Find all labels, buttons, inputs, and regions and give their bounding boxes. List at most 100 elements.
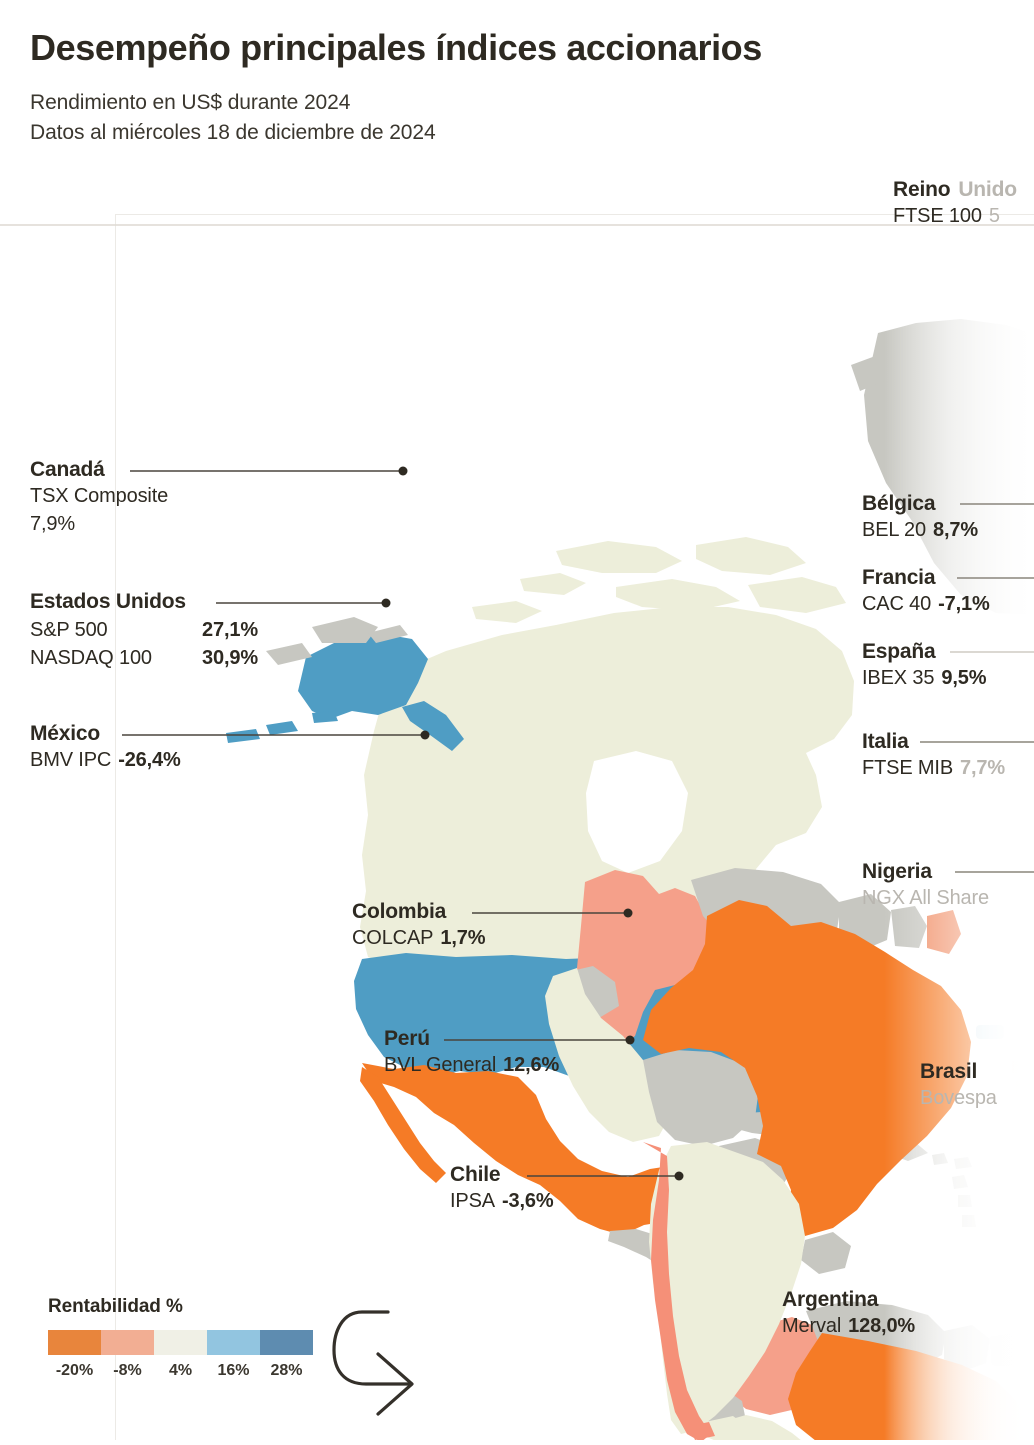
callout-peru-head: Perú bbox=[384, 1027, 559, 1051]
callout-italia-index: FTSE MIB bbox=[862, 757, 954, 779]
callout-estados-unidos[interactable]: Estados Unidos S&P 500 27,1% NASDAQ 100 … bbox=[30, 590, 258, 673]
callout-us-row-2: NASDAQ 100 30,9% bbox=[30, 644, 258, 672]
callout-mexico-index: BMV IPC bbox=[30, 749, 112, 771]
callout-chile-index: IPSA bbox=[450, 1190, 495, 1212]
callout-peru-index: BVL General bbox=[384, 1054, 497, 1076]
callout-mexico-value: -26,4% bbox=[118, 749, 181, 771]
callout-uk-index: FTSE 100 bbox=[893, 205, 982, 227]
callout-mexico[interactable]: México BMV IPC -26,4% bbox=[30, 722, 181, 774]
callout-italia-country: Italia bbox=[862, 730, 909, 753]
callout-brasil-country: Brasil bbox=[920, 1060, 978, 1083]
callout-argentina-row: Merval 128,0% bbox=[782, 1312, 915, 1340]
callout-argentina-value: 128,0% bbox=[848, 1315, 916, 1337]
callout-belgica-index: BEL 20 bbox=[862, 519, 926, 541]
callout-peru-country: Perú bbox=[384, 1027, 430, 1050]
callout-francia-country: Francia bbox=[862, 566, 936, 589]
region-alaska-panhandle[interactable] bbox=[402, 701, 464, 751]
callout-canada-head: Canadá bbox=[30, 458, 168, 482]
legend-swatches bbox=[48, 1330, 313, 1355]
callout-colombia[interactable]: Colombia COLCAP 1,7% bbox=[352, 900, 486, 952]
callout-brasil-head: Brasil bbox=[920, 1060, 997, 1084]
callout-peru-row: BVL General 12,6% bbox=[384, 1051, 559, 1079]
callout-mexico-row: BMV IPC -26,4% bbox=[30, 746, 181, 774]
callout-italia-head: Italia bbox=[862, 730, 1005, 754]
callout-italia-value: 7,7% bbox=[960, 757, 1006, 779]
americas-map[interactable] bbox=[116, 215, 1034, 1440]
callout-francia-row: CAC 40 -7,1% bbox=[862, 590, 990, 618]
callout-mexico-country: México bbox=[30, 722, 100, 745]
callout-nigeria[interactable]: Nigeria NGX All Share bbox=[862, 860, 989, 912]
callout-brasil[interactable]: Brasil Bovespa bbox=[920, 1060, 997, 1112]
callout-canada-index: TSX Composite bbox=[30, 485, 169, 507]
callout-espana[interactable]: España IBEX 35 9,5% bbox=[862, 640, 986, 692]
callout-belgica-row: BEL 20 8,7% bbox=[862, 516, 978, 544]
callout-uk-head: Reino Unido bbox=[893, 178, 1017, 202]
callout-argentina-index: Merval bbox=[782, 1315, 842, 1337]
callout-espana-head: España bbox=[862, 640, 986, 664]
page-title: Desempeño principales índices accionario… bbox=[30, 27, 762, 68]
legend-title: Rentabilidad % bbox=[48, 1296, 183, 1317]
callout-italia-row: FTSE MIB 7,7% bbox=[862, 754, 1005, 782]
callout-italia[interactable]: Italia FTSE MIB 7,7% bbox=[862, 730, 1005, 782]
callout-francia[interactable]: Francia CAC 40 -7,1% bbox=[862, 566, 990, 618]
scroll-hint[interactable] bbox=[330, 1300, 450, 1445]
callout-argentina[interactable]: Argentina Merval 128,0% bbox=[782, 1288, 915, 1340]
region-baja-california[interactable] bbox=[360, 1067, 446, 1183]
callout-colombia-row: COLCAP 1,7% bbox=[352, 924, 486, 952]
callout-chile-country: Chile bbox=[450, 1163, 501, 1186]
callout-colombia-value: 1,7% bbox=[440, 927, 486, 949]
callout-uk-country-a: Reino bbox=[893, 178, 951, 201]
map-container[interactable] bbox=[115, 214, 1034, 1440]
callout-chile-head: Chile bbox=[450, 1163, 553, 1187]
callout-chile[interactable]: Chile IPSA -3,6% bbox=[450, 1163, 554, 1215]
callout-us-value-1: 27,1% bbox=[202, 619, 258, 641]
callout-colombia-head: Colombia bbox=[352, 900, 485, 924]
callout-peru[interactable]: Perú BVL General 12,6% bbox=[384, 1027, 559, 1079]
callout-us-index-2: NASDAQ 100 bbox=[30, 647, 152, 670]
aleutian-islands bbox=[226, 711, 338, 743]
callout-chile-value: -3,6% bbox=[501, 1190, 554, 1212]
callout-nigeria-country: Nigeria bbox=[862, 860, 932, 883]
region-central-america[interactable] bbox=[608, 1229, 746, 1311]
callout-us-head: Estados Unidos bbox=[30, 590, 258, 614]
callout-chile-row: IPSA -3,6% bbox=[450, 1187, 554, 1215]
region-canada-arctic-islands bbox=[472, 537, 846, 623]
callout-belgica-value: 8,7% bbox=[932, 519, 978, 541]
callout-colombia-index: COLCAP bbox=[352, 927, 434, 949]
callout-us-country: Estados Unidos bbox=[30, 590, 186, 613]
region-mexico[interactable] bbox=[362, 1063, 726, 1235]
map-right-fade bbox=[885, 215, 1034, 1440]
callout-mexico-head: México bbox=[30, 722, 181, 746]
callout-reino-unido[interactable]: Reino Unido FTSE 100 5 bbox=[893, 178, 1017, 230]
callout-argentina-country: Argentina bbox=[782, 1288, 879, 1311]
legend-ticks: -20% -8% 4% 16% 28% bbox=[48, 1362, 313, 1380]
callout-belgica[interactable]: Bélgica BEL 20 8,7% bbox=[862, 492, 978, 544]
hudson-bay bbox=[586, 751, 688, 873]
region-alaska[interactable] bbox=[298, 633, 428, 719]
callout-nigeria-index: NGX All Share bbox=[862, 887, 989, 909]
legend-tick-1: -8% bbox=[113, 1362, 142, 1379]
callout-canada-country: Canadá bbox=[30, 458, 105, 481]
region-greenland-detail bbox=[851, 355, 884, 391]
callout-francia-head: Francia bbox=[862, 566, 990, 590]
callout-uk-value: 5 bbox=[988, 205, 1000, 227]
legend-tick-0: -20% bbox=[55, 1362, 94, 1379]
callout-canada[interactable]: Canadá TSX Composite 7,9% bbox=[30, 458, 168, 539]
curved-arrow-right-icon[interactable] bbox=[330, 1300, 450, 1440]
callout-argentina-head: Argentina bbox=[782, 1288, 915, 1312]
callout-espana-index: IBEX 35 bbox=[862, 667, 935, 689]
subtitle-line-2: Datos al miércoles 18 de diciembre de 20… bbox=[30, 121, 436, 145]
callout-espana-value: 9,5% bbox=[941, 667, 987, 689]
callout-espana-country: España bbox=[862, 640, 936, 663]
subtitle-line-1: Rendimiento en US$ durante 2024 bbox=[30, 91, 351, 115]
legend-swatch-2 bbox=[154, 1330, 207, 1355]
callout-canada-value: 7,9% bbox=[30, 513, 75, 536]
callout-colombia-country: Colombia bbox=[352, 900, 447, 923]
callout-us-row-1: S&P 500 27,1% bbox=[30, 616, 258, 644]
legend: Rentabilidad % -20% -8% 4% 16% 28% bbox=[48, 1296, 313, 1380]
callout-espana-row: IBEX 35 9,5% bbox=[862, 664, 986, 692]
callout-uk-country-b: Unido bbox=[958, 178, 1017, 201]
legend-tick-4: 28% bbox=[270, 1362, 303, 1379]
callout-belgica-head: Bélgica bbox=[862, 492, 978, 516]
legend-tick-3: 16% bbox=[217, 1362, 250, 1379]
